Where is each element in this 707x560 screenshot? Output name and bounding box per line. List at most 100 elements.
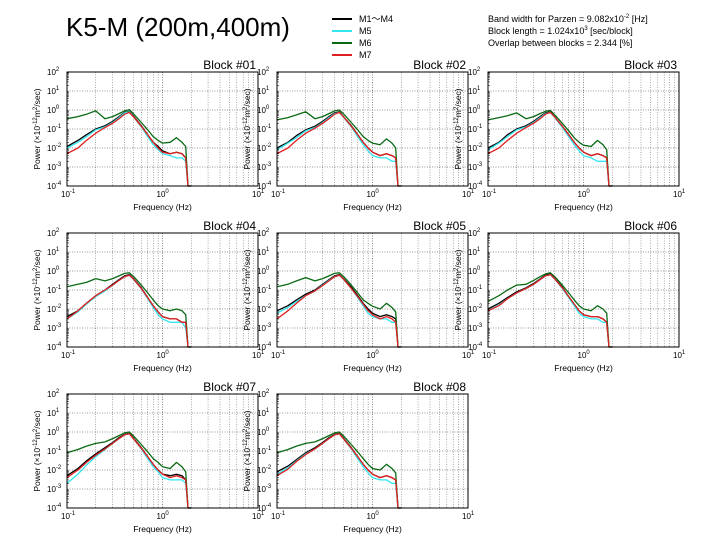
y-tick-label: 101	[47, 86, 60, 96]
y-tick-label: 100	[47, 105, 60, 115]
block-title: Block #04	[203, 219, 256, 233]
y-tick-label: 100	[257, 427, 270, 437]
series-line-m1-m4	[487, 111, 613, 187]
series-line-m7	[66, 111, 192, 187]
y-tick-label: 10-1	[257, 124, 272, 134]
x-tick-label: 100	[367, 189, 380, 199]
legend-swatch	[332, 18, 352, 20]
y-tick-label: 10-4	[468, 342, 483, 352]
y-axis-label: Power (×10-12m2/sec)	[242, 410, 252, 491]
x-tick-label: 101	[252, 189, 265, 199]
y-tick-label: 102	[47, 228, 60, 238]
legend-item-m1-m4: M1～M4	[332, 13, 393, 25]
series-line-m7	[66, 433, 192, 509]
legend-label: M6	[359, 38, 372, 48]
y-axis-label: Power (×10-12m2/sec)	[32, 249, 42, 330]
y-tick-label: 10-3	[47, 162, 62, 172]
plot-frame	[66, 71, 259, 187]
x-tick-label: 10-1	[482, 350, 497, 360]
y-tick-label: 10-2	[468, 143, 483, 153]
block-title: Block #08	[413, 380, 466, 394]
y-tick-label: 100	[47, 427, 60, 437]
x-tick-label: 100	[367, 350, 380, 360]
series-line-m1-m4	[276, 111, 402, 187]
legend-item-m7: M7	[332, 49, 393, 61]
series-line-m6	[66, 431, 192, 509]
x-tick-label: 100	[157, 511, 170, 521]
y-tick-label: 10-3	[257, 162, 272, 172]
legend-item-m5: M5	[332, 25, 393, 37]
y-tick-label: 10-1	[47, 285, 62, 295]
series-line-m5	[66, 433, 192, 509]
x-tick-label: 10-1	[271, 511, 286, 521]
y-tick-label: 10-3	[257, 323, 272, 333]
x-tick-label: 101	[462, 511, 475, 521]
series-line-m5	[276, 433, 402, 509]
y-tick-label: 10-2	[47, 465, 62, 475]
y-tick-label: 10-4	[257, 342, 272, 352]
x-axis-label: Frequency (Hz)	[343, 363, 402, 373]
series-line-m1-m4	[66, 273, 192, 348]
page-title: K5-M (200m,400m)	[66, 12, 290, 42]
y-tick-label: 10-3	[257, 484, 272, 494]
legend-swatch	[332, 42, 352, 44]
plot-frame	[276, 71, 469, 187]
y-tick-label: 10-1	[257, 446, 272, 456]
y-tick-label: 102	[257, 228, 270, 238]
series-line-m1-m4	[276, 432, 402, 509]
x-tick-label: 100	[578, 189, 591, 199]
series-line-m1-m4	[66, 110, 192, 187]
series-line-m7	[276, 111, 402, 187]
param-block-length: Block length = 1.024x103 [sec/block]	[488, 26, 633, 36]
x-tick-label: 10-1	[271, 350, 286, 360]
y-tick-label: 10-1	[468, 124, 483, 134]
y-axis-label: Power (×10-12m2/sec)	[32, 410, 42, 491]
y-tick-label: 102	[47, 389, 60, 399]
y-tick-label: 101	[257, 247, 270, 257]
y-axis-label: Power (×10-12m2/sec)	[242, 88, 252, 169]
y-tick-label: 102	[468, 228, 481, 238]
legend: M1～M4 M5 M6 M7	[332, 13, 393, 61]
series-line-m5	[487, 111, 613, 187]
x-axis-label: Frequency (Hz)	[554, 202, 613, 212]
y-axis-label: Power (×10-12m2/sec)	[453, 249, 463, 330]
plot-frame	[66, 393, 259, 509]
y-tick-label: 10-2	[47, 143, 62, 153]
y-tick-label: 100	[468, 105, 481, 115]
x-axis-label: Frequency (Hz)	[554, 363, 613, 373]
block-title: Block #03	[624, 58, 677, 72]
series-line-m7	[66, 274, 192, 348]
y-tick-label: 100	[468, 266, 481, 276]
series-line-m7	[487, 111, 613, 187]
legend-label: M5	[359, 26, 372, 36]
y-tick-label: 10-4	[47, 342, 62, 352]
legend-label: M1～M4	[359, 14, 394, 24]
y-axis-label: Power (×10-12m2/sec)	[32, 88, 42, 169]
y-tick-label: 10-4	[47, 503, 62, 513]
series-line-m7	[487, 273, 613, 348]
y-tick-label: 10-4	[47, 181, 62, 191]
y-tick-label: 101	[257, 86, 270, 96]
y-tick-label: 101	[47, 247, 60, 257]
param-bandwidth: Band width for Parzen = 9.082x10-2 [Hz]	[488, 14, 648, 24]
series-line-m6	[487, 272, 613, 348]
y-tick-label: 10-2	[257, 465, 272, 475]
y-tick-label: 100	[257, 266, 270, 276]
y-tick-label: 10-2	[47, 304, 62, 314]
y-axis-label: Power (×10-12m2/sec)	[242, 249, 252, 330]
plot-frame	[276, 232, 469, 348]
y-tick-label: 10-1	[257, 285, 272, 295]
plot-frame	[66, 232, 259, 348]
x-tick-label: 10-1	[271, 189, 286, 199]
x-axis-label: Frequency (Hz)	[133, 202, 192, 212]
y-tick-label: 102	[257, 389, 270, 399]
x-tick-label: 10-1	[482, 189, 497, 199]
y-tick-label: 102	[257, 67, 270, 77]
x-tick-label: 10-1	[61, 511, 76, 521]
